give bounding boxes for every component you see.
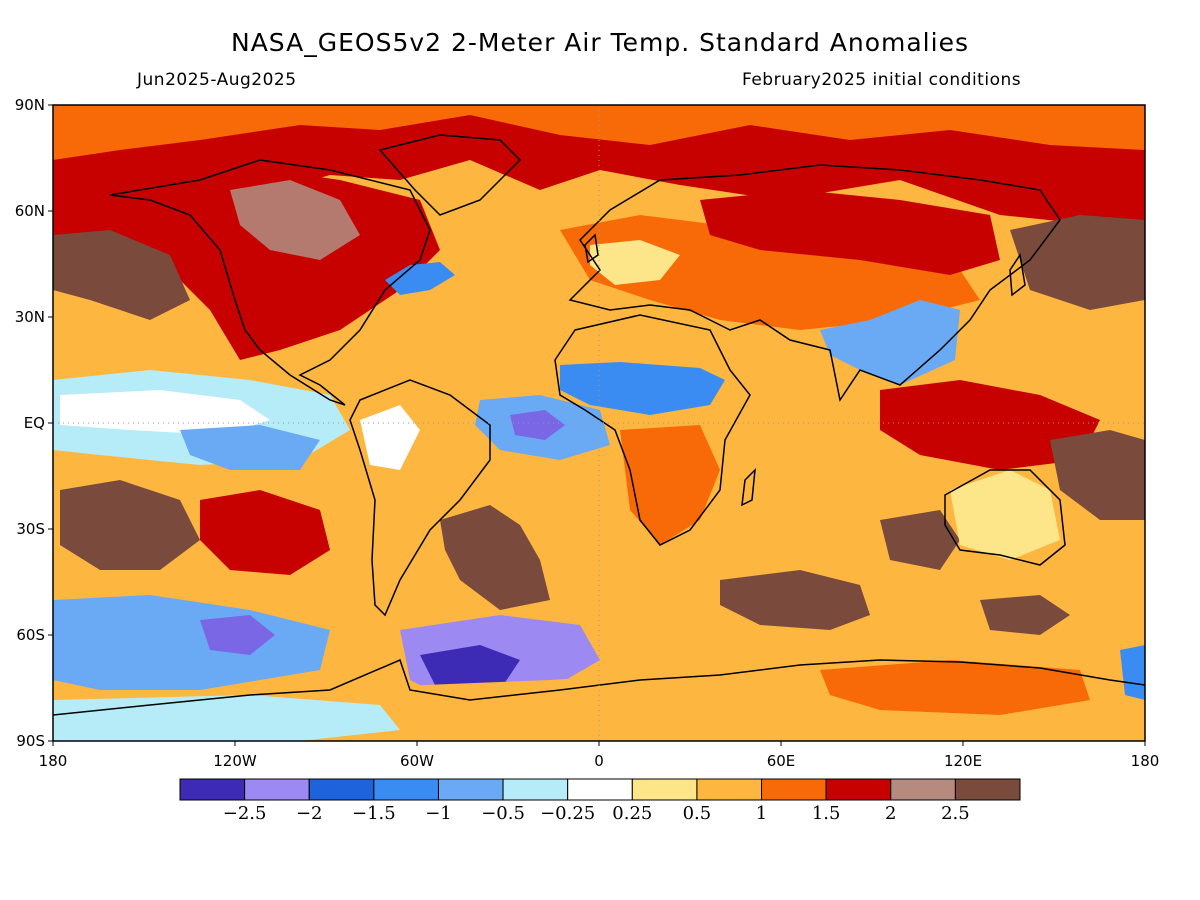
colorbar-swatch xyxy=(567,778,633,801)
coastline-greenland xyxy=(378,134,522,216)
colorbar-swatch xyxy=(373,778,439,801)
anomaly-arctic-warm xyxy=(53,105,1145,250)
anomaly-s-atlantic-brown xyxy=(440,505,550,610)
lat-tick-label: EQ xyxy=(24,414,45,432)
colorbar-swatch xyxy=(631,778,698,801)
anomaly-eq-pacific-white xyxy=(60,390,270,435)
colorbar-label: −0.5 xyxy=(481,803,525,824)
anomaly-s-of-australia-brown xyxy=(980,595,1070,635)
colorbar-swatch xyxy=(244,778,310,801)
anomaly-australia-yellow xyxy=(950,470,1060,560)
anomaly-east-antarctic-orange xyxy=(820,660,1090,715)
anomaly-southern-ocean-purple xyxy=(200,615,275,655)
anomaly-sahel-cool xyxy=(560,362,725,415)
colorbar-swatch xyxy=(696,778,763,801)
colorbar-swatch xyxy=(954,778,1021,801)
lon-tick-label: 0 xyxy=(594,752,604,770)
coastline-north-america xyxy=(109,159,431,406)
colorbar-label: 2 xyxy=(885,803,896,824)
anomaly-south-america-white xyxy=(360,405,420,470)
anomaly-north-america xyxy=(90,170,440,360)
anomaly-maritime-warm xyxy=(880,380,1100,470)
coastline-madagascar xyxy=(741,467,756,507)
colorbar-swatch xyxy=(179,778,246,801)
anomaly-nw-pacific-brown xyxy=(1010,215,1145,310)
anomaly-s-pacific-brown xyxy=(60,480,200,570)
anomaly-canada-brown xyxy=(230,180,360,260)
map-title: NASA_GEOS5v2 2-Meter Air Temp. Standard … xyxy=(231,28,969,57)
anomaly-s-pacific-red xyxy=(200,490,330,575)
colorbar-swatch xyxy=(890,778,956,801)
anomaly-eq-pacific-blue xyxy=(180,425,320,470)
anomaly-s-indian-brown xyxy=(720,570,870,630)
lat-tick-label: 90S xyxy=(16,732,45,750)
lat-tick-label: 60N xyxy=(15,202,45,220)
colorbar-label: −2.5 xyxy=(223,803,267,824)
colorbar-swatch xyxy=(437,778,504,801)
colorbar-label: −1 xyxy=(425,803,452,824)
lon-tick-label: 60E xyxy=(767,752,796,770)
coastline-eurasia xyxy=(568,164,1061,402)
anomaly-s-indian-brown-2 xyxy=(880,510,960,570)
colorbar-label: 0.25 xyxy=(612,803,652,824)
anomaly-north-pacific-brown xyxy=(53,230,190,320)
lat-tick-label: 60S xyxy=(16,626,45,644)
colorbar-label: 1 xyxy=(756,803,767,824)
coastline-japan xyxy=(1009,253,1026,297)
lat-tick-label: 30N xyxy=(15,308,45,326)
lon-tick-label: 180 xyxy=(39,752,68,770)
latitude-axis: 90N 60N 30N EQ 30S 60S 90S xyxy=(15,96,53,750)
coastline-south-america xyxy=(349,379,491,617)
colorbar-label: 1.5 xyxy=(812,803,841,824)
anomaly-europe-yellow xyxy=(590,240,680,285)
lat-tick-label: 30S xyxy=(16,520,45,538)
colorbar-label: 0.5 xyxy=(683,803,712,824)
lon-tick-label: 60W xyxy=(400,752,434,770)
anomaly-arctic-orange xyxy=(53,105,1145,160)
lon-tick-label: 120E xyxy=(944,752,982,770)
colorbar-swatch xyxy=(502,778,569,801)
colorbar-label: −2 xyxy=(296,803,323,824)
anomaly-siberia-red xyxy=(700,190,1000,275)
anomaly-trop-atlantic-purple xyxy=(510,410,565,440)
coastlines xyxy=(53,134,1145,716)
colorbar-swatch xyxy=(825,778,892,801)
anomaly-w-pacific-brown xyxy=(1050,430,1145,520)
anomaly-eurasia-warm xyxy=(560,215,980,330)
anomaly-africa-orange xyxy=(620,425,720,545)
anomaly-nw-atlantic-cool xyxy=(385,262,455,295)
colorbar-label: −1.5 xyxy=(352,803,396,824)
colorbar-label: 2.5 xyxy=(941,803,970,824)
colorbar-swatch xyxy=(761,778,827,801)
coastline-antarctica xyxy=(53,658,1145,716)
longitude-axis: 180 120W 60W 0 60E 120E 180 xyxy=(39,741,1160,770)
colorbar-label: −0.25 xyxy=(540,803,595,824)
coastline-uk xyxy=(584,233,599,264)
lon-tick-label: 120W xyxy=(213,752,257,770)
colorbar: −2.5 −2 −1.5 −1 −0.5 −0.25 0.25 0.5 1 1.5 2 2.5 xyxy=(179,778,1021,824)
initial-conditions: February2025 initial conditions xyxy=(742,70,1022,90)
lat-tick-label: 90N xyxy=(15,96,45,114)
coastline-australia xyxy=(944,469,1066,566)
coastline-africa xyxy=(554,314,751,546)
forecast-period: Jun2025-Aug2025 xyxy=(137,70,297,90)
anomaly-southern-ocean-cool xyxy=(53,595,330,690)
lon-tick-label: 180 xyxy=(1131,752,1160,770)
anomaly-ross-blue xyxy=(1120,645,1145,700)
colorbar-swatch xyxy=(308,778,375,801)
